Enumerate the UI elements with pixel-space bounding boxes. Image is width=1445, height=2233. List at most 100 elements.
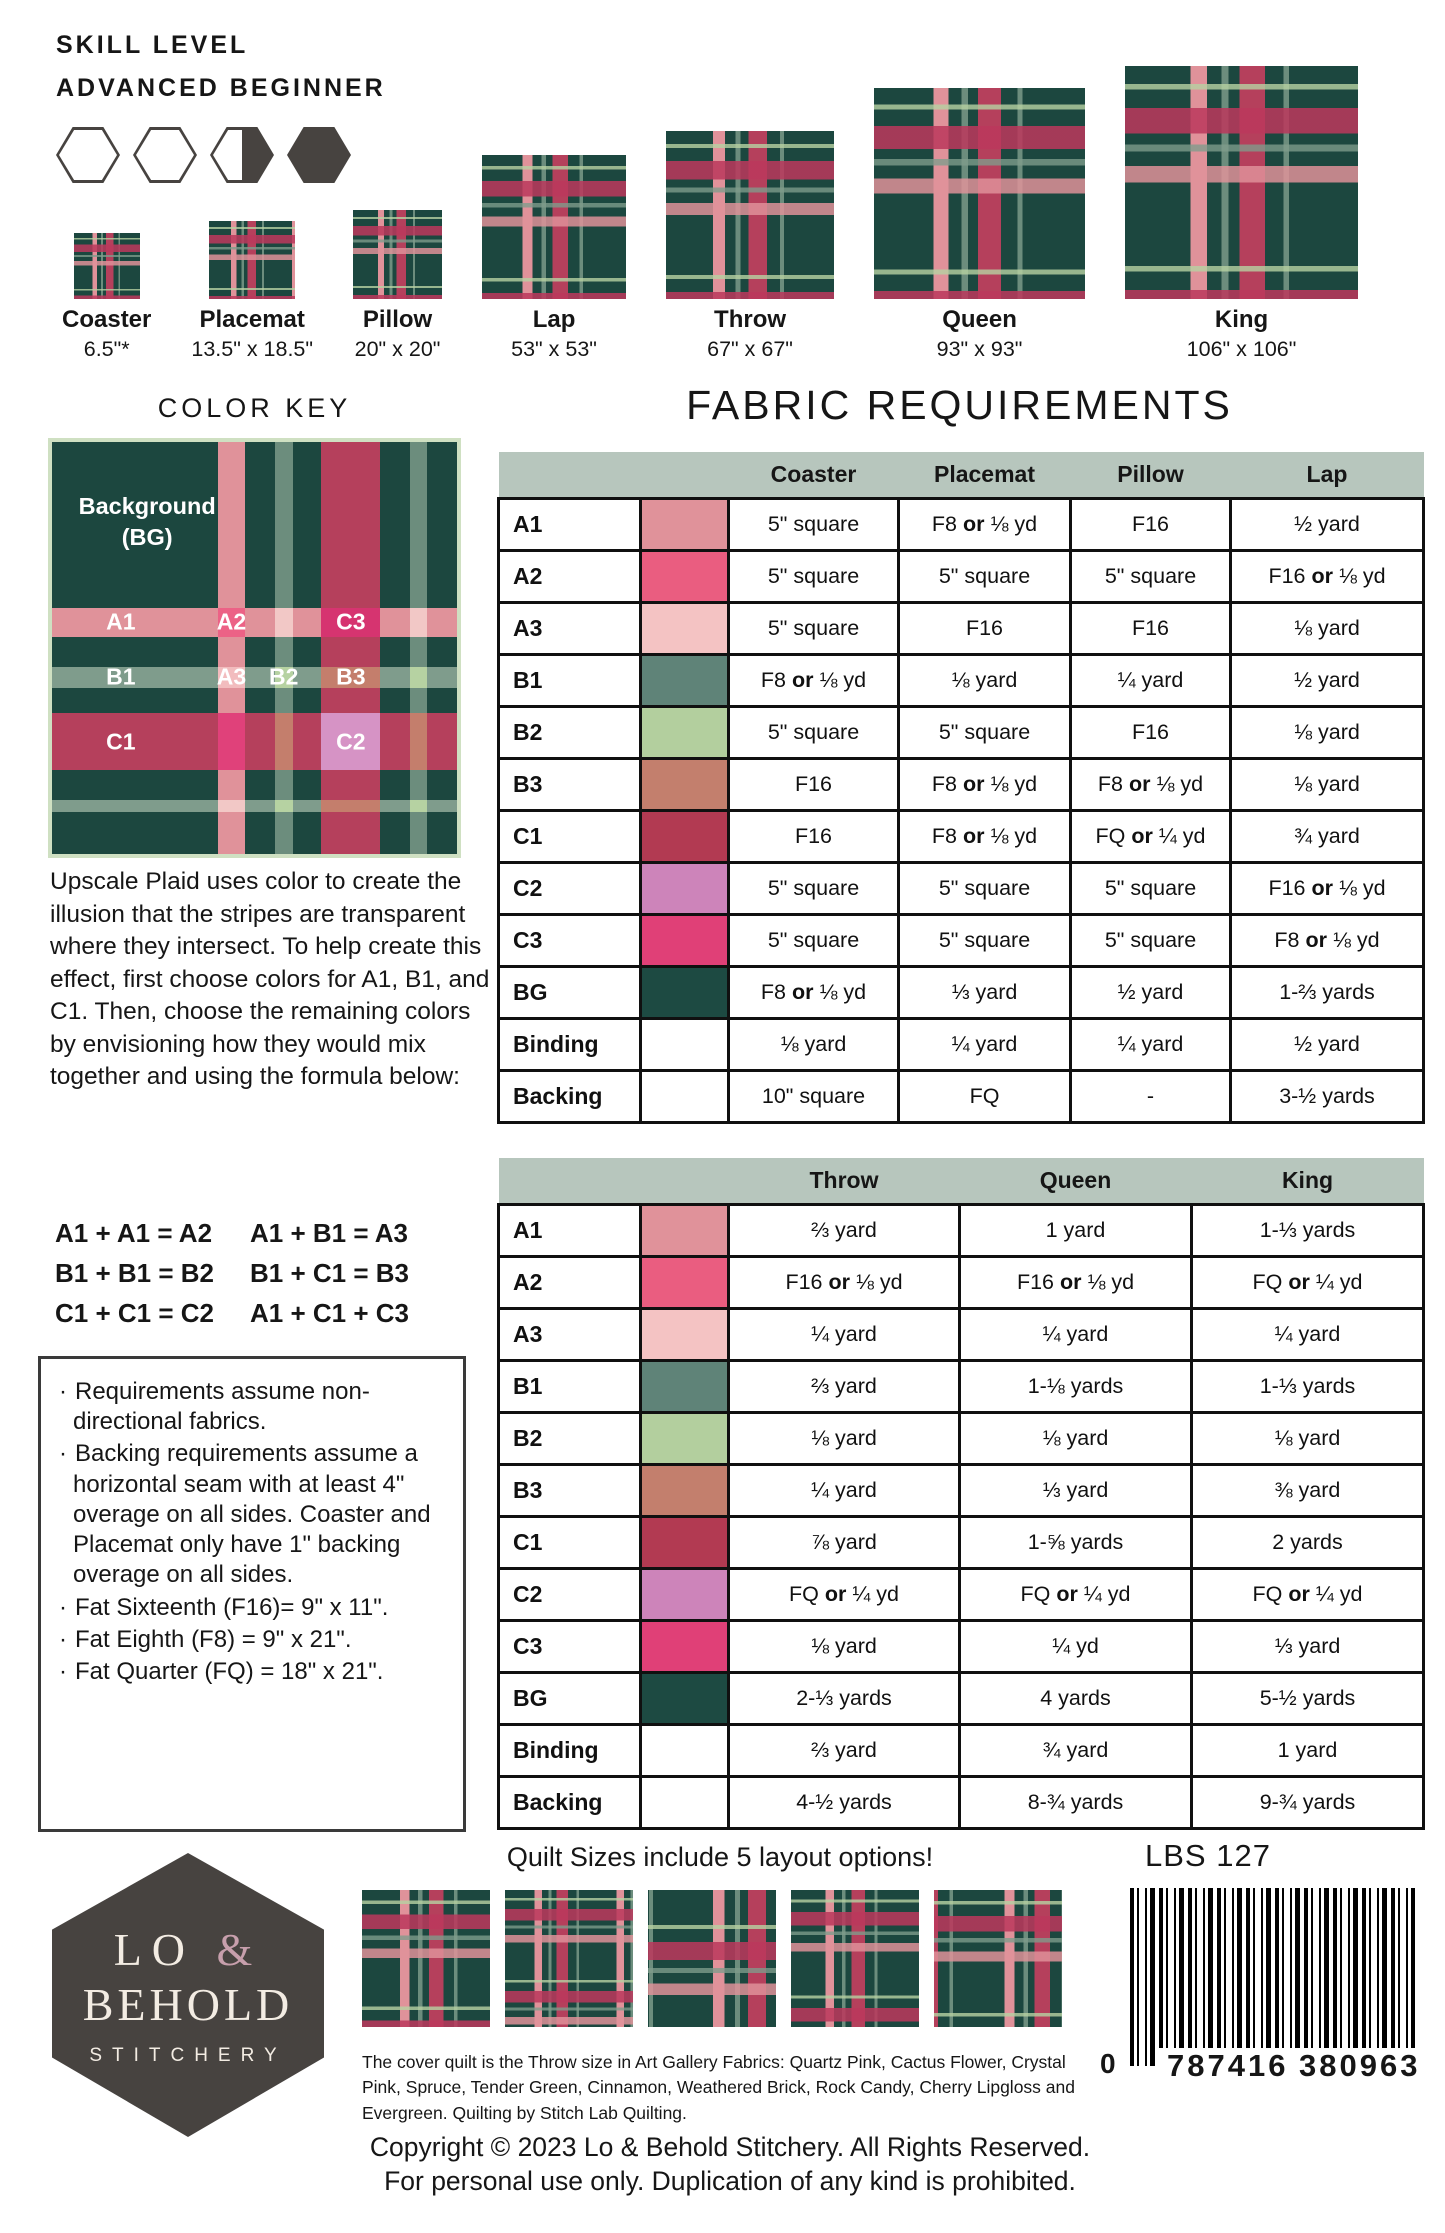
column-header-queen: Queen (959, 1158, 1192, 1204)
requirement-cell: 4-½ yards (727, 1774, 961, 1830)
color-key-title: COLOR KEY (157, 393, 352, 423)
stripe-b-vertical (274, 442, 293, 854)
requirement-cell: F8 or ⅛ yd (727, 964, 900, 1020)
requirement-cell: 5" square (727, 496, 900, 552)
column-header-king: King (1191, 1158, 1424, 1204)
requirement-cell: 5" square (897, 860, 1072, 916)
header-spacer (498, 452, 641, 498)
label-c1: C1 (106, 728, 136, 755)
cover-quilt-note: The cover quilt is the Throw size in Art… (362, 2052, 1075, 2123)
fabric-swatch (639, 704, 730, 760)
fabric-swatch (639, 496, 730, 552)
note-item: Requirements assume non-directional fabr… (53, 1377, 449, 1437)
color-intersection-patch (410, 607, 428, 638)
requirement-cell: 5-½ yards (1190, 1670, 1425, 1726)
upc-barcode: 0 787416 380963 (1098, 1888, 1430, 2102)
fabric-label: B3 (497, 756, 642, 812)
requirement-cell: ¾ yard (958, 1722, 1193, 1778)
requirement-cell: F16 or ⅛ yd (1229, 548, 1425, 604)
stripe-c-vertical (321, 442, 381, 854)
table-row-c1: C1 ⅞ yard 1-⅝ yards 2 yards (497, 1514, 1425, 1570)
table-row-a1: A1 5" square F8 or ⅛ yd F16 ½ yard (497, 496, 1425, 552)
requirement-cell: F16 or ⅛ yd (1229, 860, 1425, 916)
fabric-swatch (639, 1202, 730, 1258)
table-row-b2: B2 ⅛ yard ⅛ yard ⅛ yard (497, 1410, 1425, 1466)
fabric-label: B2 (497, 704, 642, 760)
requirement-cell: ⅜ yard (1190, 1462, 1425, 1518)
stripe-b2-vertical (410, 442, 428, 854)
fabric-swatch (639, 1306, 730, 1362)
fabric-label: BG (497, 964, 642, 1020)
color-intersection-patch (274, 666, 293, 689)
quilt-size-dimensions: 106" x 106" (1186, 337, 1297, 361)
quilt-plaid-thumbnail (666, 131, 835, 299)
requirement-cell: F16 (1069, 704, 1232, 760)
requirement-cell: 5" square (897, 704, 1072, 760)
table-row-bg: BG F8 or ⅛ yd ⅓ yard ½ yard 1-⅔ yards (497, 964, 1425, 1020)
requirement-cell: ⅛ yard (1229, 704, 1425, 760)
requirement-cell: FQ or ¼ yd (1190, 1566, 1425, 1622)
requirement-cell: ⅔ yard (727, 1358, 961, 1414)
table-row-c3: C3 ⅛ yard ¼ yd ⅓ yard (497, 1618, 1425, 1674)
table-row-a1: A1 ⅔ yard 1 yard 1-⅓ yards (497, 1202, 1425, 1258)
color-formulas: A1 + A1 = A2 A1 + B1 = A3 B1 + B1 = B2 B1 +… (55, 1218, 485, 1329)
skill-level-title: SKILL LEVEL (56, 31, 249, 59)
requirement-cell: ½ yard (1069, 964, 1232, 1020)
fabric-label: A3 (497, 600, 642, 656)
header-spacer (640, 1158, 729, 1204)
requirement-cell: ¼ yard (958, 1306, 1193, 1362)
requirement-cell: F16 or ⅛ yd (958, 1254, 1193, 1310)
quilt-size-name: King (1214, 306, 1269, 333)
requirement-cell: 5" square (727, 600, 900, 656)
table-row-bg: BG 2-⅓ yards 4 yards 5-½ yards (497, 1670, 1425, 1726)
quilt-size-dimensions: 53" x 53" (511, 337, 597, 361)
color-formula: A1 + C1 + C3 (250, 1298, 409, 1328)
fabric-swatch (639, 1068, 730, 1124)
color-intersection-patch (274, 799, 293, 812)
fabric-label: B1 (497, 1358, 642, 1414)
quilt-plaid-thumbnail (874, 88, 1086, 299)
table-row-c3: C3 5" square 5" square 5" square F8 or ⅛ yd (497, 912, 1425, 968)
requirement-cell: F8 or ⅛ yd (1229, 912, 1425, 968)
requirement-cell: ⅛ yard (897, 652, 1072, 708)
column-header-lap: Lap (1230, 452, 1424, 498)
requirement-cell: ⅛ yard (727, 1618, 961, 1674)
layout-thumbnail-2 (505, 1890, 633, 2027)
layout-thumbnail-1 (362, 1890, 490, 2027)
requirement-cell: FQ or ¼ yd (958, 1566, 1193, 1622)
fabric-label: Binding (497, 1722, 642, 1778)
note-item: Fat Quarter (FQ) = 18" x 21". (53, 1657, 449, 1687)
requirement-cell: ¼ yard (1190, 1306, 1425, 1362)
fabric-table-large-sizes: Throw Queen King A1 ⅔ yard 1 yard 1-⅓ yards… (497, 1158, 1425, 1830)
table-row-backing: Backing 4-½ yards 8-¾ yards 9-¾ yards (497, 1774, 1425, 1830)
fabric-label: Backing (497, 1068, 642, 1124)
label-b3: B3 (336, 663, 366, 690)
color-intersection-patch (410, 666, 428, 689)
fabric-label: A1 (497, 1202, 642, 1258)
requirement-cell: 1 yard (958, 1202, 1193, 1258)
table-row-a2: A2 F16 or ⅛ yd F16 or ⅛ yd FQ or ¼ yd (497, 1254, 1425, 1310)
requirement-cell: ¼ yard (727, 1306, 961, 1362)
color-intersection-patch (321, 713, 381, 771)
requirement-cell: 5" square (727, 704, 900, 760)
logo-ampersand: & (216, 1924, 263, 1975)
fabric-label: C3 (497, 912, 642, 968)
label-a1: A1 (106, 608, 136, 635)
requirement-cell: 5" square (1069, 912, 1232, 968)
fabric-label: C2 (497, 860, 642, 916)
requirement-cell: FQ or ¼ yd (727, 1566, 961, 1622)
fabric-swatch (639, 1566, 730, 1622)
fabric-swatch (639, 964, 730, 1020)
fabric-swatch (639, 1618, 730, 1674)
requirement-cell: 2-⅓ yards (727, 1670, 961, 1726)
fabric-swatch (639, 1670, 730, 1726)
table-row-a3: A3 5" square F16 F16 ⅛ yard (497, 600, 1425, 656)
quilt-size-name: Placemat (199, 306, 305, 333)
label-c2: C2 (336, 728, 366, 755)
requirement-cell: F16 (1069, 496, 1232, 552)
copyright-line-2: For personal use only. Duplication of an… (384, 2166, 1076, 2197)
color-intersection-patch (321, 666, 381, 689)
fabric-swatch (639, 1254, 730, 1310)
lo-and-behold-logo: LO & BEHOLD STITCHERY (52, 1853, 324, 2137)
requirement-cell: 8-¾ yards (958, 1774, 1193, 1830)
